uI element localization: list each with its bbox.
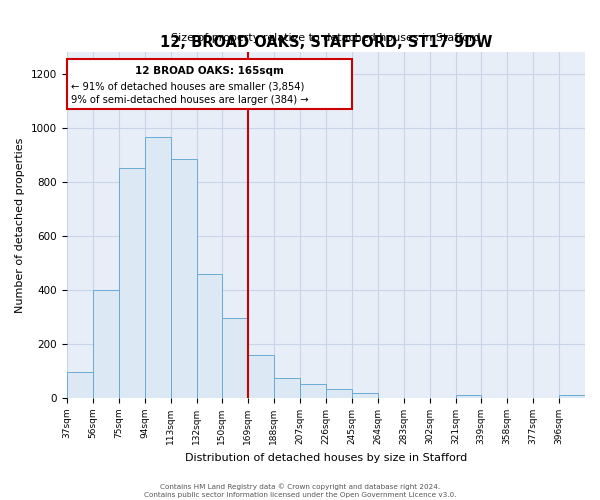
Text: Contains public sector information licensed under the Open Government Licence v3: Contains public sector information licen… [144,492,456,498]
Bar [352,392,378,398]
Text: 9% of semi-detached houses are larger (384) →: 9% of semi-detached houses are larger (3… [71,95,308,105]
Text: Size of property relative to detached houses in Stafford: Size of property relative to detached ho… [171,34,481,43]
X-axis label: Distribution of detached houses by size in Stafford: Distribution of detached houses by size … [185,452,467,462]
Bar [300,384,326,398]
Bar [559,396,585,398]
Bar [67,372,92,398]
Text: 12 BROAD OAKS: 165sqm: 12 BROAD OAKS: 165sqm [135,66,284,76]
Bar [248,355,274,398]
Bar [92,290,119,398]
FancyBboxPatch shape [67,59,352,109]
Text: Contains HM Land Registry data © Crown copyright and database right 2024.: Contains HM Land Registry data © Crown c… [160,484,440,490]
Y-axis label: Number of detached properties: Number of detached properties [15,138,25,313]
Bar [145,138,171,398]
Bar [197,274,221,398]
Bar [221,318,248,398]
Bar [274,378,300,398]
Title: 12, BROAD OAKS, STAFFORD, ST17 9DW: 12, BROAD OAKS, STAFFORD, ST17 9DW [160,34,492,50]
Bar [119,168,145,398]
Bar [171,159,197,398]
Bar [456,396,481,398]
Text: ← 91% of detached houses are smaller (3,854): ← 91% of detached houses are smaller (3,… [71,82,304,92]
Bar [326,388,352,398]
